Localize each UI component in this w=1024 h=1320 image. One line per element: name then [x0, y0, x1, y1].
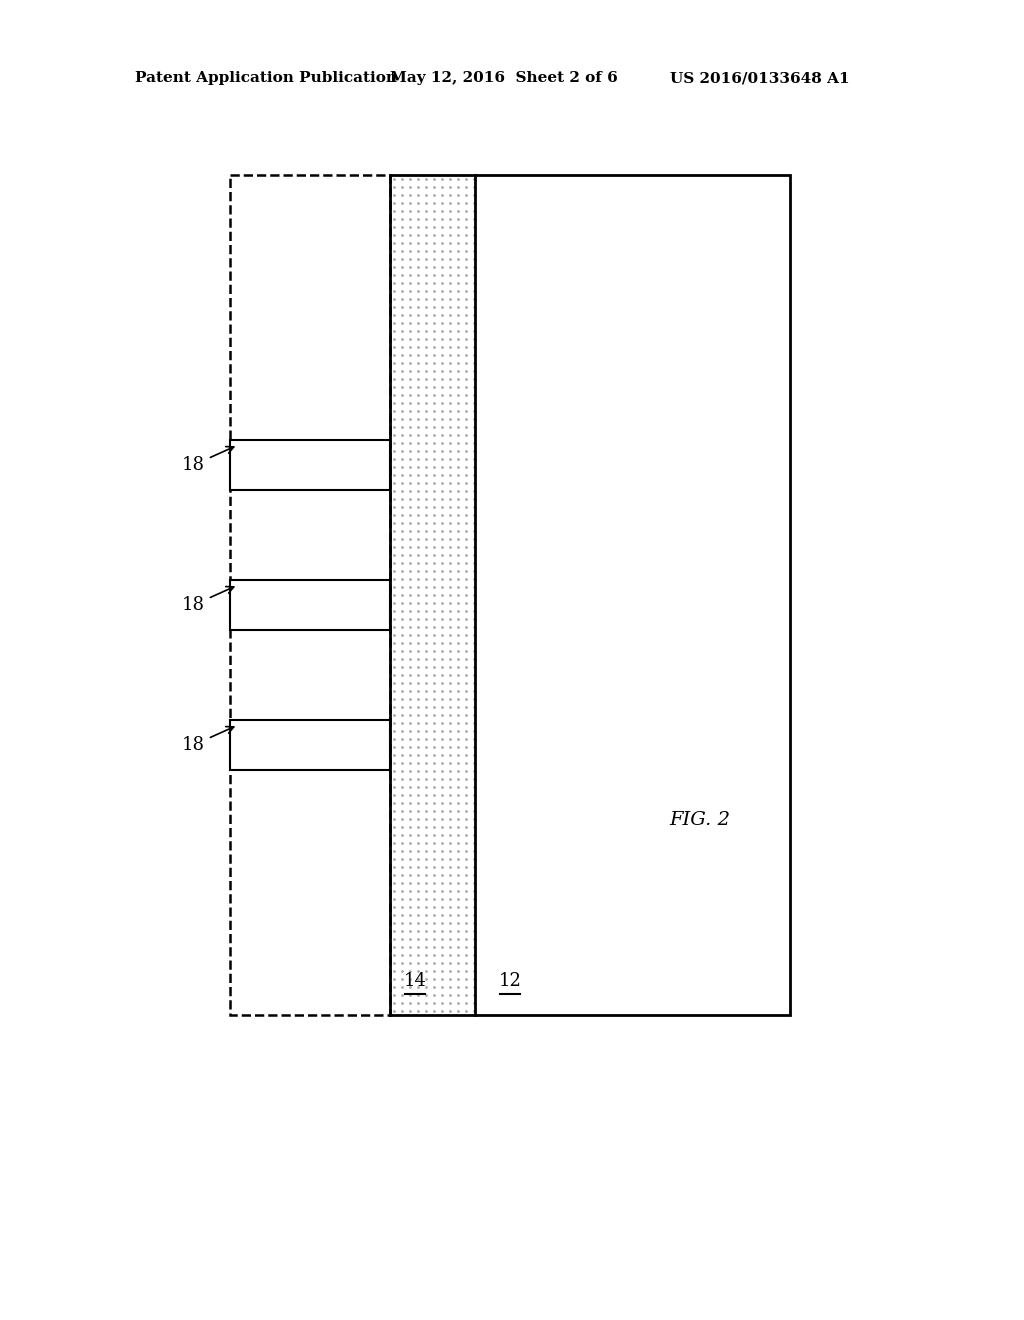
Bar: [390, 176, 790, 1015]
Text: May 12, 2016  Sheet 2 of 6: May 12, 2016 Sheet 2 of 6: [390, 71, 617, 84]
Text: 12: 12: [499, 972, 521, 990]
Text: 18: 18: [182, 586, 233, 614]
Bar: [230, 719, 390, 770]
Text: US 2016/0133648 A1: US 2016/0133648 A1: [670, 71, 850, 84]
Bar: [230, 579, 390, 630]
Bar: [230, 176, 390, 1015]
Text: 18: 18: [182, 726, 233, 754]
Text: FIG. 2: FIG. 2: [670, 810, 730, 829]
Text: 14: 14: [403, 972, 426, 990]
Bar: [230, 440, 390, 490]
Text: 18: 18: [182, 446, 233, 474]
Text: Patent Application Publication: Patent Application Publication: [135, 71, 397, 84]
